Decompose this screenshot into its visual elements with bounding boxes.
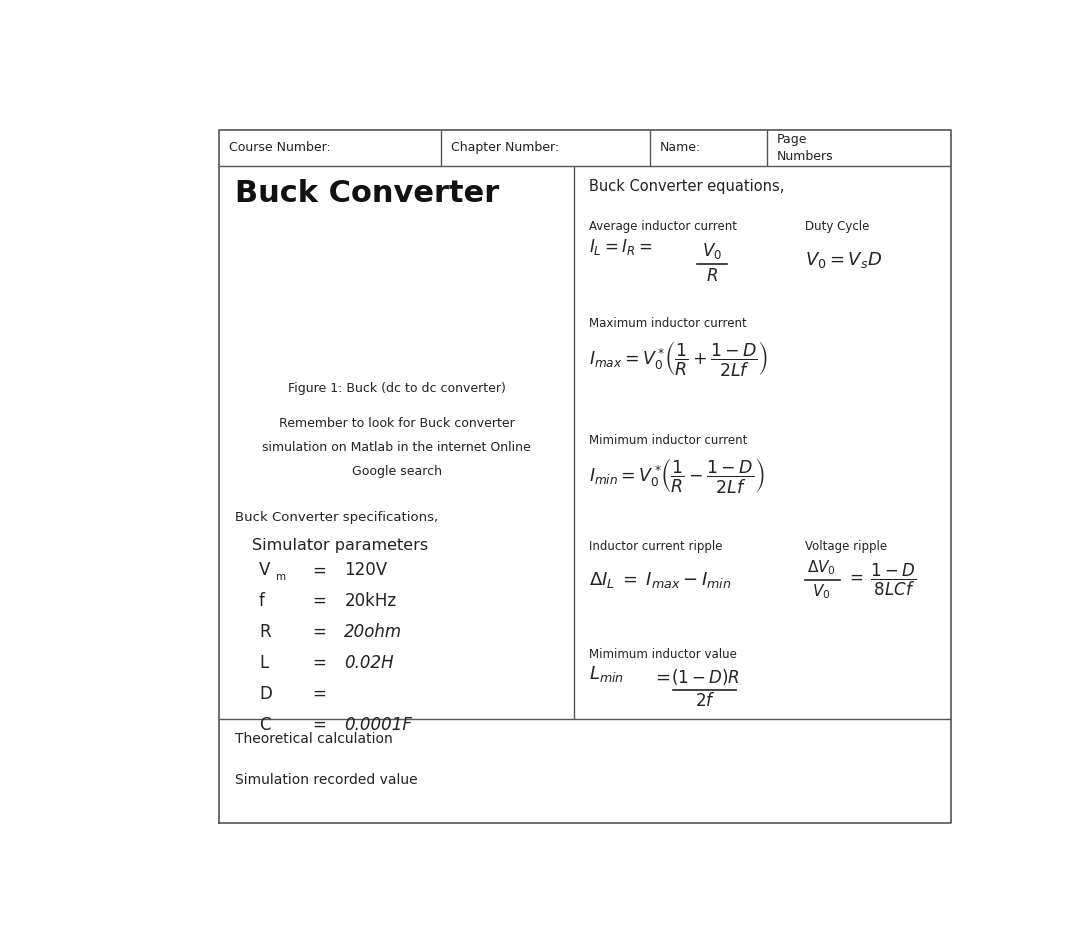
Text: $V_0 = V_sD$: $V_0 = V_sD$ xyxy=(805,250,882,270)
Text: =: = xyxy=(312,562,326,579)
Text: Maximum inductor current: Maximum inductor current xyxy=(590,316,747,329)
Text: R: R xyxy=(259,623,270,641)
Text: m: m xyxy=(275,572,286,582)
Text: $(1-D)R$: $(1-D)R$ xyxy=(671,667,739,687)
Text: Course Number:: Course Number: xyxy=(229,142,330,154)
Text: $R$: $R$ xyxy=(705,267,718,285)
Text: Remember to look for Buck converter: Remember to look for Buck converter xyxy=(279,417,514,430)
Text: Page
Numbers: Page Numbers xyxy=(777,132,834,163)
Text: =: = xyxy=(312,592,326,610)
Text: D: D xyxy=(259,685,272,703)
Text: 0.0001F: 0.0001F xyxy=(345,716,413,733)
Text: 20ohm: 20ohm xyxy=(345,623,403,641)
Text: V: V xyxy=(259,562,270,579)
Text: =: = xyxy=(312,685,326,703)
Text: Figure 1: Buck (dc to dc converter): Figure 1: Buck (dc to dc converter) xyxy=(287,382,505,395)
Text: Inductor current ripple: Inductor current ripple xyxy=(590,540,723,553)
Text: $L_{min}$: $L_{min}$ xyxy=(590,663,624,684)
Text: Average inductor current: Average inductor current xyxy=(590,220,738,232)
Text: Theoretical calculation: Theoretical calculation xyxy=(235,732,393,746)
Text: L: L xyxy=(259,654,268,672)
Text: Name:: Name: xyxy=(660,142,701,154)
Text: Duty Cycle: Duty Cycle xyxy=(805,220,869,232)
Text: Voltage ripple: Voltage ripple xyxy=(805,540,887,553)
Text: $=\;\dfrac{1-D}{8LCf}$: $=\;\dfrac{1-D}{8LCf}$ xyxy=(847,562,917,598)
Text: simulation on Matlab in the internet Online: simulation on Matlab in the internet Onl… xyxy=(262,441,531,454)
Text: =: = xyxy=(312,716,326,733)
Text: $=$: $=$ xyxy=(652,667,671,685)
Text: $V_0$: $V_0$ xyxy=(812,582,831,601)
Text: $2f$: $2f$ xyxy=(694,692,715,710)
Text: Google search: Google search xyxy=(352,465,442,478)
Text: $I_{max} = V_0^*\!\left(\dfrac{1}{R}+\dfrac{1-D}{2Lf}\right)$: $I_{max} = V_0^*\!\left(\dfrac{1}{R}+\df… xyxy=(590,339,769,378)
Text: =: = xyxy=(312,654,326,672)
Text: f: f xyxy=(259,592,265,610)
Text: $V_0$: $V_0$ xyxy=(702,242,721,261)
Text: Simulator parameters: Simulator parameters xyxy=(253,538,429,553)
Text: 20kHz: 20kHz xyxy=(345,592,396,610)
Text: 0.02H: 0.02H xyxy=(345,654,394,672)
Text: Mimimum inductor value: Mimimum inductor value xyxy=(590,648,738,661)
Text: Buck Converter: Buck Converter xyxy=(235,179,500,208)
Text: C: C xyxy=(259,716,270,733)
Text: =: = xyxy=(312,623,326,641)
Text: Chapter Number:: Chapter Number: xyxy=(450,142,558,154)
Text: 120V: 120V xyxy=(345,562,388,579)
Text: $I_{min} = V_0^*\!\left(\dfrac{1}{R}-\dfrac{1-D}{2Lf}\right)$: $I_{min} = V_0^*\!\left(\dfrac{1}{R}-\df… xyxy=(590,456,766,495)
Text: $\Delta I_L\;=\;I_{max}-I_{min}$: $\Delta I_L\;=\;I_{max}-I_{min}$ xyxy=(590,570,732,590)
Text: Buck Converter equations,: Buck Converter equations, xyxy=(590,179,785,194)
Text: Mimimum inductor current: Mimimum inductor current xyxy=(590,434,747,447)
Text: Buck Converter specifications,: Buck Converter specifications, xyxy=(235,510,438,523)
Text: Simulation recorded value: Simulation recorded value xyxy=(235,773,418,787)
Text: $\Delta V_0$: $\Delta V_0$ xyxy=(807,558,836,577)
Text: $I_L = I_R = $: $I_L = I_R = $ xyxy=(590,237,652,258)
